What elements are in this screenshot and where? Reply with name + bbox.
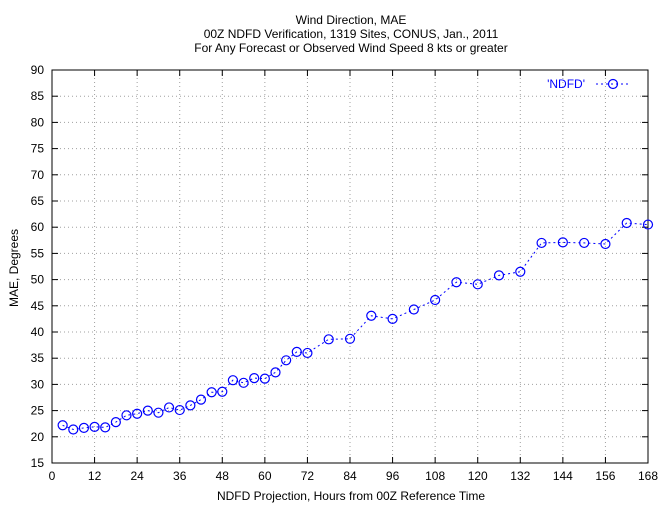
data-point <box>642 219 654 230</box>
data-point <box>195 394 207 405</box>
series-ndfd <box>57 217 654 435</box>
y-axis-tick-labels: 15 20 25 30 35 40 45 50 55 60 65 70 75 80 85 90 <box>31 63 45 470</box>
y-tick-label: 60 <box>31 220 45 234</box>
data-point <box>121 410 132 421</box>
data-point <box>249 373 260 384</box>
data-point <box>78 422 90 433</box>
data-point <box>493 270 505 281</box>
x-axis-tick-labels: 0 12 24 36 48 60 72 84 96 108 120 132 144 156 168 <box>49 469 659 483</box>
y-tick-label: 80 <box>31 115 45 129</box>
chart-title: Wind Direction, MAE 00Z NDFD Verificatio… <box>194 13 507 55</box>
y-tick-label: 40 <box>31 325 45 339</box>
data-point <box>142 405 153 416</box>
y-tick-label: 30 <box>31 377 45 391</box>
y-tick-label: 35 <box>31 351 45 365</box>
legend: 'NDFD' <box>547 77 630 91</box>
data-point <box>600 238 611 250</box>
data-point <box>515 266 526 277</box>
data-point <box>579 237 590 249</box>
data-point <box>206 387 217 398</box>
data-point <box>472 279 483 290</box>
data-point <box>323 334 334 345</box>
x-tick-label: 108 <box>425 469 445 483</box>
data-point <box>387 313 398 324</box>
data-point <box>174 404 185 416</box>
x-tick-label: 156 <box>595 469 615 483</box>
x-tick-label: 36 <box>173 469 187 483</box>
data-point <box>536 237 547 249</box>
data-point <box>217 386 228 397</box>
x-tick-label: 48 <box>216 469 230 483</box>
data-point <box>57 420 68 431</box>
chart-title-line-3: For Any Forecast or Observed Wind Speed … <box>194 41 507 55</box>
data-point <box>291 346 302 358</box>
data-point <box>163 402 175 413</box>
data-point <box>430 294 441 306</box>
data-point <box>259 373 270 384</box>
data-point <box>132 408 143 419</box>
data-point <box>153 407 164 418</box>
data-point <box>344 333 356 344</box>
data-point <box>185 400 196 411</box>
chart-title-line-2: 00Z NDFD Verification, 1319 Sites, CONUS… <box>204 27 499 41</box>
data-point <box>451 277 462 288</box>
data-point <box>238 377 249 388</box>
data-point <box>270 367 281 378</box>
y-tick-label: 65 <box>31 194 45 208</box>
data-point <box>89 421 100 432</box>
y-tick-label: 55 <box>31 246 45 260</box>
y-tick-label: 75 <box>31 142 45 156</box>
series-line <box>62 222 649 431</box>
data-point <box>408 304 419 315</box>
data-point <box>281 355 292 366</box>
y-tick-label: 90 <box>31 63 45 77</box>
x-tick-label: 168 <box>638 469 658 483</box>
data-point <box>110 417 121 428</box>
y-tick-label: 85 <box>31 89 45 103</box>
x-tick-label: 84 <box>343 469 357 483</box>
x-tick-label: 132 <box>510 469 530 483</box>
x-tick-label: 0 <box>49 469 56 483</box>
legend-marker-sample <box>607 78 619 90</box>
y-tick-label: 25 <box>31 404 45 418</box>
grid <box>52 70 648 463</box>
data-point <box>227 375 239 386</box>
x-tick-label: 72 <box>301 469 315 483</box>
y-tick-label: 50 <box>31 273 45 287</box>
y-tick-label: 15 <box>31 456 45 470</box>
axis-ticks <box>51 69 649 464</box>
data-point <box>557 237 568 248</box>
x-tick-label: 144 <box>553 469 573 483</box>
x-tick-label: 12 <box>88 469 102 483</box>
data-point <box>100 422 111 433</box>
x-tick-label: 60 <box>258 469 272 483</box>
x-tick-label: 96 <box>386 469 400 483</box>
data-point <box>302 347 313 359</box>
y-tick-label: 45 <box>31 299 45 313</box>
y-axis-label: MAE, Degrees <box>7 229 21 307</box>
data-point <box>68 424 79 435</box>
legend-entry-ndfd-label: 'NDFD' <box>547 77 585 91</box>
data-point <box>366 310 377 321</box>
x-tick-label: 24 <box>130 469 144 483</box>
y-tick-label: 20 <box>31 430 45 444</box>
y-tick-label: 70 <box>31 168 45 182</box>
x-axis-label: NDFD Projection, Hours from 00Z Referenc… <box>217 489 485 503</box>
x-tick-label: 120 <box>468 469 488 483</box>
chart-title-line-1: Wind Direction, MAE <box>296 13 407 27</box>
data-point <box>621 217 632 229</box>
